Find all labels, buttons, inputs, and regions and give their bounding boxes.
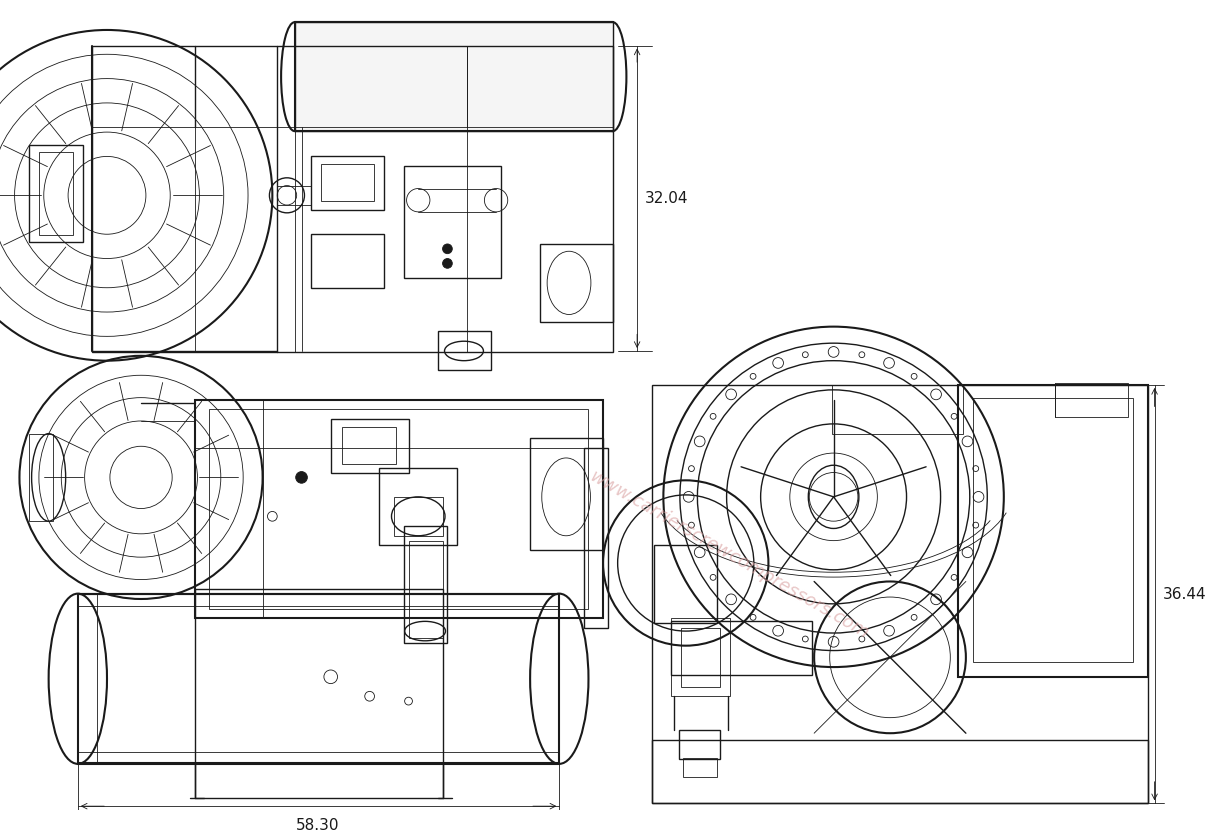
Bar (39, 151, 74, 235)
Text: 32.04: 32.04 (645, 191, 688, 206)
Bar (671, 618, 729, 696)
Bar (831, 385, 963, 433)
Bar (78, 594, 559, 765)
Bar (652, 385, 1148, 803)
Bar (194, 399, 602, 618)
Bar (972, 398, 1133, 662)
Circle shape (442, 259, 452, 268)
Bar (394, 497, 442, 536)
Bar (321, 164, 375, 201)
Bar (29, 145, 83, 242)
Bar (678, 730, 719, 760)
Circle shape (442, 244, 452, 254)
Circle shape (295, 472, 307, 483)
Bar (404, 526, 447, 643)
Bar (295, 22, 613, 131)
Bar (295, 22, 613, 131)
Bar (583, 448, 609, 628)
Bar (342, 427, 396, 463)
Bar (408, 541, 442, 638)
Bar (194, 589, 442, 799)
Bar (681, 628, 719, 686)
Bar (958, 385, 1148, 676)
Text: 58.30: 58.30 (296, 818, 340, 832)
Bar (404, 166, 501, 278)
Bar (93, 46, 613, 352)
Bar (437, 331, 492, 370)
Bar (683, 757, 717, 777)
Bar (671, 622, 812, 675)
Bar (194, 46, 466, 352)
Bar (210, 409, 588, 609)
Bar (311, 156, 384, 210)
Text: 36.44: 36.44 (1163, 587, 1205, 602)
Bar (330, 419, 408, 473)
Bar (653, 546, 717, 623)
Bar (530, 438, 602, 550)
Bar (652, 740, 1148, 803)
Bar (380, 468, 457, 546)
Bar (311, 235, 384, 288)
Text: www.carrierscrewcompressors.com: www.carrierscrewcompressors.com (587, 468, 872, 643)
Bar (540, 244, 613, 322)
Bar (29, 433, 53, 521)
Bar (1056, 383, 1128, 417)
